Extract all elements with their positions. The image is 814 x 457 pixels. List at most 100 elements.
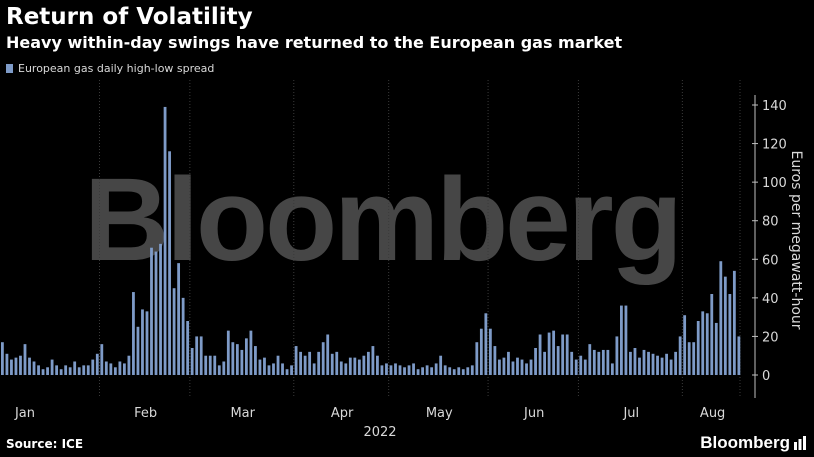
bar xyxy=(443,365,447,375)
bar xyxy=(353,357,357,375)
y-axis-title: Euros per megawatt-hour xyxy=(788,150,804,329)
bar xyxy=(59,369,63,375)
bar xyxy=(448,367,452,375)
bar xyxy=(244,338,248,375)
bar xyxy=(46,367,49,375)
chart-title: Return of Volatility xyxy=(6,4,253,30)
bar xyxy=(344,363,348,375)
x-tick-label: Jul xyxy=(622,406,639,421)
bar xyxy=(620,305,623,375)
bar xyxy=(601,349,605,375)
x-tick-label: Jan xyxy=(14,406,35,421)
bar xyxy=(1,342,4,375)
bar xyxy=(371,346,375,375)
bar xyxy=(37,365,40,375)
bar xyxy=(651,353,655,375)
bar xyxy=(466,367,470,375)
bar xyxy=(181,297,185,375)
bar xyxy=(281,363,284,375)
bar xyxy=(574,359,578,375)
y-tick-label: 20 xyxy=(762,330,779,345)
axis-layer: 0 20 40 60 80 100 120 140 Jan Feb Mar Apr May Jun Jul A… xyxy=(14,95,787,421)
bar xyxy=(366,351,370,375)
bar xyxy=(412,363,415,375)
bar xyxy=(669,359,673,375)
y-tick-label: 40 xyxy=(762,292,779,307)
bar xyxy=(470,365,474,375)
bar xyxy=(588,344,592,375)
bar xyxy=(326,334,330,375)
bar xyxy=(222,361,226,375)
bar xyxy=(610,363,614,375)
bar xyxy=(710,294,714,375)
bar xyxy=(385,363,388,375)
bar xyxy=(430,367,434,375)
year-label: 2022 xyxy=(363,425,396,440)
bar xyxy=(534,348,537,375)
y-tick-label: 80 xyxy=(762,215,779,230)
bar xyxy=(516,357,519,375)
bar xyxy=(231,342,235,375)
bar xyxy=(122,363,126,375)
bar xyxy=(407,365,411,375)
bar xyxy=(552,330,556,375)
bar xyxy=(723,276,727,375)
bar xyxy=(579,355,583,375)
bar xyxy=(434,363,438,375)
bar xyxy=(484,313,488,375)
y-tick-label: 100 xyxy=(762,176,787,191)
bar xyxy=(226,330,230,375)
x-tick-label: Feb xyxy=(134,406,157,421)
bar xyxy=(714,322,718,375)
bar xyxy=(217,365,221,375)
bar xyxy=(285,369,289,375)
bar xyxy=(461,369,465,375)
bar xyxy=(177,263,181,375)
bar xyxy=(23,344,27,375)
bar xyxy=(520,359,524,375)
bloomberg-logo: Bloomberg xyxy=(700,433,806,453)
bar xyxy=(507,351,510,375)
chart-legend: European gas daily high-low spread xyxy=(6,62,214,75)
bar xyxy=(529,359,533,375)
bar xyxy=(561,334,565,375)
bar xyxy=(687,342,691,375)
bar xyxy=(172,288,176,375)
bar xyxy=(68,367,72,375)
bar xyxy=(498,359,501,375)
chart-subtitle: Heavy within-day swings have returned to… xyxy=(6,33,623,52)
bar xyxy=(317,351,321,375)
bar xyxy=(389,365,393,375)
bar xyxy=(294,346,298,375)
bar xyxy=(380,365,384,375)
bar xyxy=(299,351,303,375)
bar xyxy=(263,357,266,375)
bar xyxy=(330,353,334,375)
y-tick-label: 60 xyxy=(762,253,779,268)
bar xyxy=(276,355,280,375)
bar xyxy=(50,359,54,375)
bar xyxy=(642,349,646,375)
bar xyxy=(10,359,13,375)
bar xyxy=(570,351,574,375)
bar xyxy=(19,355,22,375)
bar xyxy=(511,361,515,375)
bar xyxy=(235,344,239,375)
bar xyxy=(213,355,217,375)
bar xyxy=(272,363,275,375)
bar xyxy=(118,361,122,375)
bar xyxy=(339,361,343,375)
bar xyxy=(488,328,492,375)
bar xyxy=(457,367,461,375)
bar xyxy=(136,326,140,375)
bar xyxy=(547,332,551,375)
y-tick-label: 0 xyxy=(762,369,770,384)
bar xyxy=(249,330,253,375)
bar xyxy=(592,349,596,375)
bar xyxy=(163,106,167,376)
bar xyxy=(168,151,171,375)
bar xyxy=(308,351,312,375)
bar xyxy=(525,363,528,375)
bar xyxy=(556,346,560,375)
